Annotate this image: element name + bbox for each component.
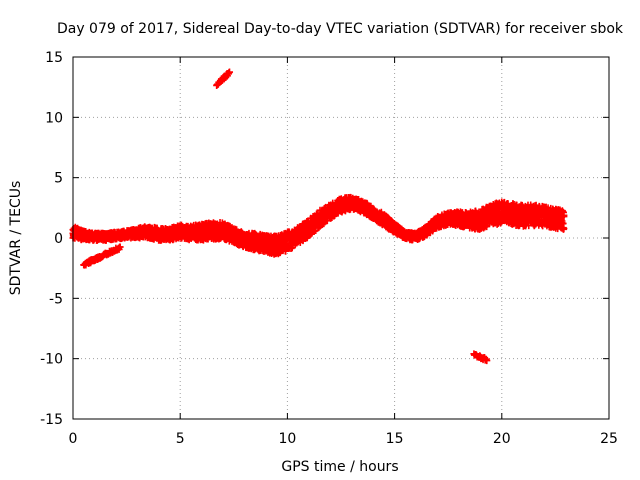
y-tick-label: 10: [45, 110, 63, 126]
axis-ticks: 0 5 10 15 20 25 -15 -10 -5 0 5 10 15: [40, 50, 618, 447]
y-tick-label: -5: [49, 291, 63, 307]
y-tick-label: 5: [54, 171, 63, 187]
y-axis-label: SDTVAR / TECUs: [8, 181, 24, 296]
y-tick-label: 15: [45, 50, 63, 66]
x-tick-label: 15: [386, 431, 404, 447]
chart-title: Day 079 of 2017, Sidereal Day-to-day VTE…: [57, 21, 624, 37]
y-tick-label: -15: [40, 412, 63, 428]
x-tick-label: 10: [278, 431, 296, 447]
x-tick-label: 25: [600, 431, 618, 447]
data-series: [69, 68, 568, 365]
y-tick-label: 0: [54, 231, 63, 247]
x-tick-label: 20: [493, 431, 511, 447]
x-tick-label: 0: [69, 431, 78, 447]
x-tick-label: 5: [176, 431, 185, 447]
y-tick-label: -10: [40, 352, 63, 368]
x-axis-label: GPS time / hours: [281, 459, 398, 475]
